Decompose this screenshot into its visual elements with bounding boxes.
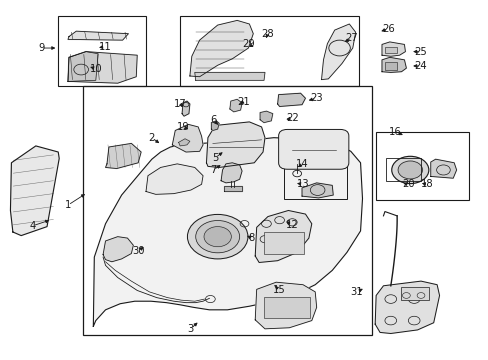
- Text: 8: 8: [248, 233, 254, 243]
- Text: 17: 17: [173, 99, 186, 109]
- Polygon shape: [381, 57, 406, 72]
- Bar: [283, 132, 346, 199]
- Text: 1: 1: [65, 200, 71, 210]
- Text: 5: 5: [212, 153, 218, 163]
- Text: 6: 6: [210, 115, 216, 125]
- Bar: [384, 62, 396, 70]
- Text: 12: 12: [285, 220, 298, 230]
- Polygon shape: [178, 139, 189, 146]
- Polygon shape: [68, 31, 128, 40]
- Text: 31: 31: [349, 287, 362, 297]
- Text: 25: 25: [414, 46, 427, 57]
- Polygon shape: [255, 211, 311, 262]
- Bar: [384, 46, 396, 53]
- Bar: [58, 16, 146, 86]
- Polygon shape: [93, 138, 362, 326]
- Text: 20: 20: [401, 179, 414, 189]
- Polygon shape: [146, 164, 203, 194]
- Text: 19: 19: [177, 122, 189, 132]
- Text: 9: 9: [38, 43, 44, 53]
- Polygon shape: [430, 159, 456, 178]
- Text: 2: 2: [148, 133, 155, 143]
- Text: 26: 26: [381, 24, 394, 34]
- Polygon shape: [172, 125, 203, 152]
- Bar: [264, 232, 304, 253]
- Text: 27: 27: [345, 33, 357, 43]
- Circle shape: [203, 226, 231, 247]
- Polygon shape: [255, 282, 316, 329]
- Circle shape: [397, 161, 422, 179]
- Polygon shape: [68, 51, 98, 81]
- Text: 30: 30: [132, 246, 144, 256]
- Polygon shape: [103, 237, 133, 262]
- Text: 24: 24: [414, 61, 427, 71]
- Text: 29: 29: [242, 40, 254, 49]
- Polygon shape: [194, 72, 264, 80]
- Text: 11: 11: [99, 42, 112, 51]
- Text: 18: 18: [420, 179, 433, 189]
- Text: 16: 16: [388, 127, 401, 136]
- Bar: [375, 132, 468, 200]
- Text: 15: 15: [273, 285, 285, 296]
- Text: 10: 10: [89, 64, 102, 74]
- Polygon shape: [277, 93, 305, 107]
- Polygon shape: [224, 186, 242, 192]
- Polygon shape: [321, 24, 355, 80]
- Polygon shape: [68, 51, 137, 83]
- FancyBboxPatch shape: [278, 130, 348, 169]
- Text: 28: 28: [261, 29, 274, 39]
- Bar: [400, 287, 428, 300]
- Polygon shape: [182, 101, 189, 116]
- Polygon shape: [211, 121, 219, 131]
- Circle shape: [187, 215, 247, 259]
- Circle shape: [391, 156, 428, 184]
- Bar: [82, 86, 371, 335]
- Bar: [264, 297, 310, 318]
- Polygon shape: [10, 146, 59, 235]
- Text: 21: 21: [237, 97, 249, 107]
- Text: 4: 4: [29, 221, 36, 231]
- Text: 14: 14: [295, 159, 308, 169]
- Polygon shape: [381, 42, 405, 56]
- Polygon shape: [260, 111, 272, 123]
- Polygon shape: [229, 99, 242, 112]
- Polygon shape: [105, 143, 141, 168]
- Text: 22: 22: [285, 113, 298, 123]
- Bar: [385, 158, 420, 181]
- Polygon shape: [374, 281, 439, 333]
- Circle shape: [195, 221, 239, 253]
- Text: 13: 13: [296, 179, 309, 189]
- Text: 3: 3: [187, 324, 194, 334]
- Text: 7: 7: [210, 165, 216, 175]
- Polygon shape: [189, 21, 253, 77]
- Polygon shape: [221, 163, 242, 183]
- Polygon shape: [302, 183, 332, 198]
- Text: 23: 23: [310, 93, 322, 103]
- Polygon shape: [206, 122, 264, 167]
- Bar: [180, 16, 358, 86]
